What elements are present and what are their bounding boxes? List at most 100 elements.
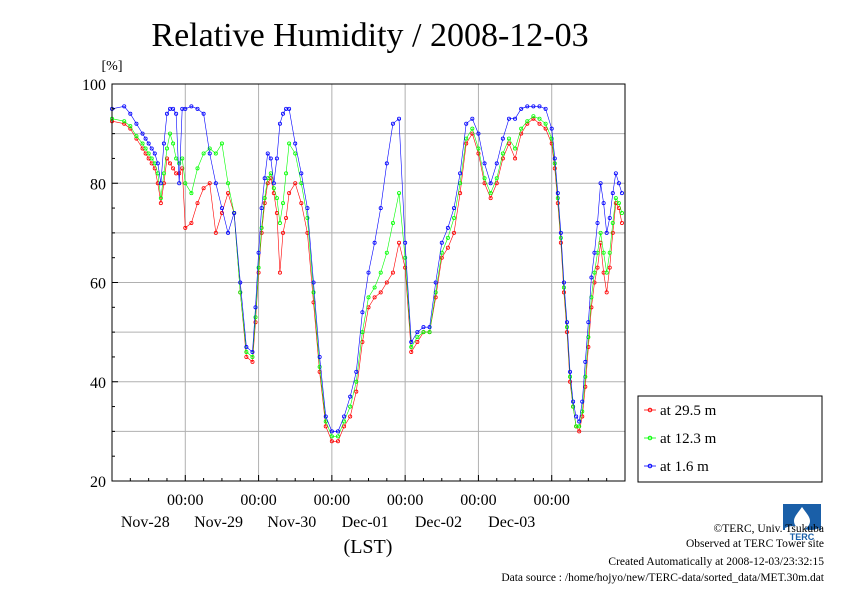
- x-tick-date: Dec-02: [415, 514, 462, 531]
- data-point: [253, 315, 258, 320]
- data-point: [287, 106, 292, 111]
- data-point: [494, 176, 499, 181]
- data-point: [421, 325, 426, 330]
- data-point: [256, 250, 261, 255]
- data-point: [244, 354, 249, 359]
- data-point: [354, 369, 359, 374]
- data-point: [589, 275, 594, 280]
- data-point: [271, 186, 276, 191]
- data-point: [525, 119, 530, 124]
- data-point: [323, 414, 328, 419]
- data-point: [372, 240, 377, 245]
- data-point: [134, 121, 139, 126]
- data-point: [219, 211, 224, 216]
- data-point: [265, 181, 270, 186]
- data-point: [409, 345, 414, 350]
- chart-title: Relative Humidity / 2008-12-03: [151, 17, 588, 54]
- data-point: [506, 136, 511, 141]
- footer-created: Created Automatically at 2008-12-03/23:3…: [608, 556, 824, 568]
- data-point: [604, 230, 609, 235]
- data-point: [280, 201, 285, 206]
- data-point: [372, 295, 377, 300]
- data-point: [598, 181, 603, 186]
- data-point: [158, 181, 163, 186]
- data-point: [195, 166, 200, 171]
- data-point: [348, 394, 353, 399]
- data-point: [366, 270, 371, 275]
- data-point: [305, 206, 310, 211]
- data-point: [342, 414, 347, 419]
- data-point: [189, 220, 194, 225]
- data-point: [158, 196, 163, 201]
- data-point: [161, 171, 166, 176]
- data-point: [564, 320, 569, 325]
- data-point: [342, 424, 347, 429]
- data-point: [561, 280, 566, 285]
- data-point: [558, 230, 563, 235]
- data-point: [451, 230, 456, 235]
- data-point: [360, 330, 365, 335]
- data-point: [403, 240, 408, 245]
- data-point: [277, 220, 282, 225]
- data-point: [604, 270, 609, 275]
- data-point: [607, 250, 612, 255]
- data-point: [274, 156, 279, 161]
- data-point: [174, 111, 179, 116]
- data-point: [421, 330, 426, 335]
- data-point: [552, 166, 557, 171]
- data-point: [143, 146, 148, 151]
- data-point: [476, 151, 481, 156]
- data-point: [354, 379, 359, 384]
- data-point: [445, 225, 450, 230]
- data-point: [464, 121, 469, 126]
- data-point: [580, 414, 585, 419]
- data-point: [213, 151, 218, 156]
- data-point: [415, 330, 420, 335]
- data-point: [531, 116, 536, 121]
- data-point: [262, 196, 267, 201]
- series-0: [110, 116, 624, 444]
- data-point: [619, 211, 624, 216]
- svg-text:TERC: TERC: [790, 532, 815, 542]
- grid: [112, 84, 625, 481]
- data-point: [122, 104, 127, 109]
- data-point: [268, 156, 273, 161]
- data-point: [195, 201, 200, 206]
- data-point: [470, 126, 475, 131]
- data-point: [305, 215, 310, 220]
- data-point: [155, 161, 160, 166]
- data-point: [589, 305, 594, 310]
- data-point: [335, 439, 340, 444]
- data-point: [262, 201, 267, 206]
- data-point: [259, 206, 264, 211]
- data-point: [342, 419, 347, 424]
- x-tick-time: 00:00: [240, 492, 276, 509]
- data-point: [317, 364, 322, 369]
- y-axis: 20 40 60 80 100: [82, 77, 118, 491]
- data-point: [183, 181, 188, 186]
- data-point: [537, 116, 542, 121]
- data-point: [451, 215, 456, 220]
- data-point: [146, 141, 151, 146]
- data-point: [415, 340, 420, 345]
- data-point: [311, 280, 316, 285]
- footer-source: Data source : /home/hojyo/new/TERC-data/…: [501, 572, 824, 584]
- data-point: [274, 196, 279, 201]
- data-point: [180, 156, 185, 161]
- data-point: [525, 104, 530, 109]
- data-point: [180, 166, 185, 171]
- data-point: [445, 235, 450, 240]
- data-point: [152, 151, 157, 156]
- data-point: [226, 181, 231, 186]
- data-point: [482, 181, 487, 186]
- data-point: [122, 121, 127, 126]
- data-point: [177, 171, 182, 176]
- data-point: [161, 141, 166, 146]
- legend-swatch-marker: [647, 407, 653, 413]
- data-point: [164, 111, 169, 116]
- data-point: [207, 181, 212, 186]
- data-point: [583, 374, 588, 379]
- data-point: [177, 181, 182, 186]
- data-point: [494, 161, 499, 166]
